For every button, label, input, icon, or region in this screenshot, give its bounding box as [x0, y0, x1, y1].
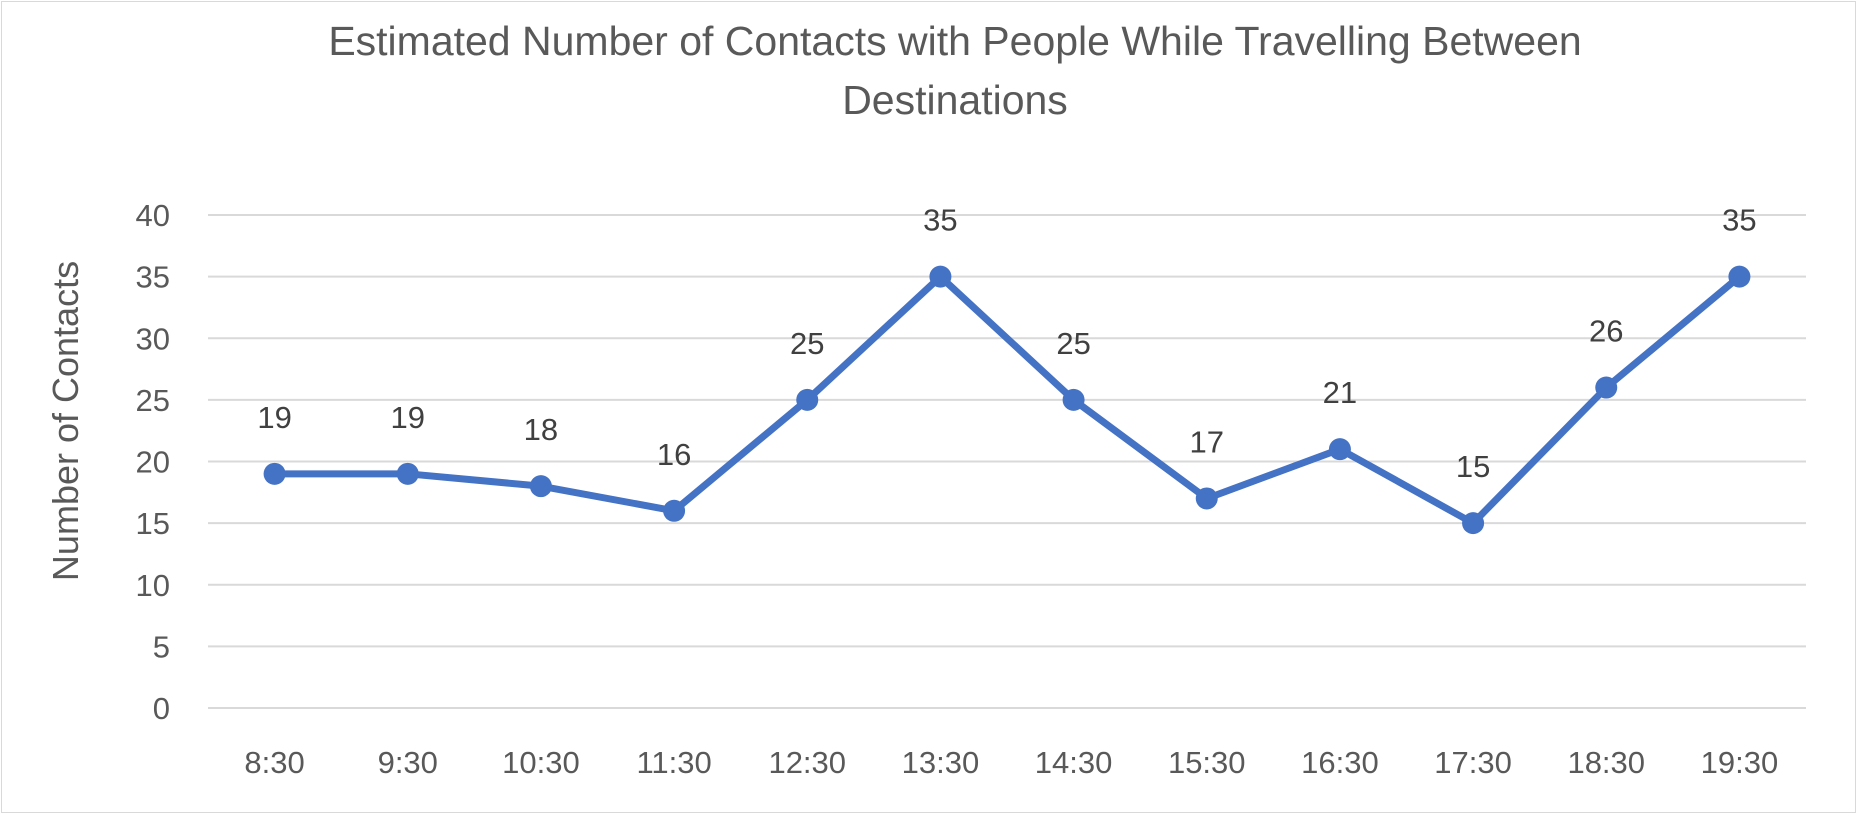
data-label: 19 — [257, 400, 291, 435]
data-label: 17 — [1190, 424, 1224, 459]
data-point — [1595, 376, 1618, 399]
y-tick-label: 20 — [136, 445, 170, 480]
series-layer — [263, 265, 1751, 535]
data-label: 35 — [923, 203, 957, 238]
data-label: 25 — [790, 326, 824, 361]
x-tick-label: 18:30 — [1567, 745, 1645, 780]
data-label: 15 — [1456, 449, 1490, 484]
x-tick-label: 13:30 — [902, 745, 980, 780]
x-tick-label: 15:30 — [1168, 745, 1246, 780]
data-label: 16 — [657, 437, 691, 472]
data-point — [1728, 265, 1751, 288]
data-labels: 19 19 18 16 25 35 25 17 21 15 26 35 — [257, 203, 1756, 485]
data-point — [529, 475, 552, 498]
x-tick-label: 19:30 — [1701, 745, 1779, 780]
x-tick-label: 11:30 — [636, 745, 711, 780]
data-label: 18 — [524, 412, 558, 447]
data-label: 19 — [391, 400, 425, 435]
y-axis-title: Number of Contacts — [45, 261, 86, 581]
y-tick-label: 40 — [136, 198, 170, 233]
data-point — [663, 499, 686, 522]
data-label: 21 — [1323, 375, 1357, 410]
y-tick-label: 5 — [153, 629, 170, 664]
y-tick-label: 15 — [136, 506, 170, 541]
x-tick-label: 12:30 — [768, 745, 846, 780]
y-tick-label: 10 — [136, 568, 170, 603]
x-tick-label: 17:30 — [1434, 745, 1512, 780]
data-point — [929, 265, 952, 288]
series-line — [271, 273, 1743, 527]
data-label: 25 — [1056, 326, 1090, 361]
chart-title-line-2: Destinations — [842, 77, 1068, 123]
data-point — [796, 388, 819, 411]
y-tick-label: 30 — [136, 321, 170, 356]
data-point — [263, 462, 286, 485]
data-point — [1195, 487, 1218, 510]
x-tick-label: 8:30 — [244, 745, 304, 780]
chart-title-line-1: Estimated Number of Contacts with People… — [328, 18, 1581, 64]
gridlines — [208, 214, 1806, 709]
data-label: 35 — [1722, 203, 1756, 238]
x-tick-label: 9:30 — [378, 745, 438, 780]
y-tick-label: 25 — [136, 383, 170, 418]
data-point — [1062, 388, 1085, 411]
data-point — [1462, 512, 1485, 535]
x-tick-label: 14:30 — [1035, 745, 1113, 780]
y-axis-ticks: 0 5 10 15 20 25 30 35 40 — [136, 198, 170, 726]
data-label: 26 — [1589, 314, 1623, 349]
x-tick-label: 10:30 — [502, 745, 580, 780]
y-tick-label: 35 — [136, 260, 170, 295]
x-tick-label: 16:30 — [1301, 745, 1379, 780]
data-point — [396, 462, 419, 485]
data-point — [1328, 438, 1351, 461]
x-axis-ticks: 8:30 9:30 10:30 11:30 12:30 13:30 14:30 15:30 16… — [244, 745, 1778, 780]
y-tick-label: 0 — [153, 691, 170, 726]
